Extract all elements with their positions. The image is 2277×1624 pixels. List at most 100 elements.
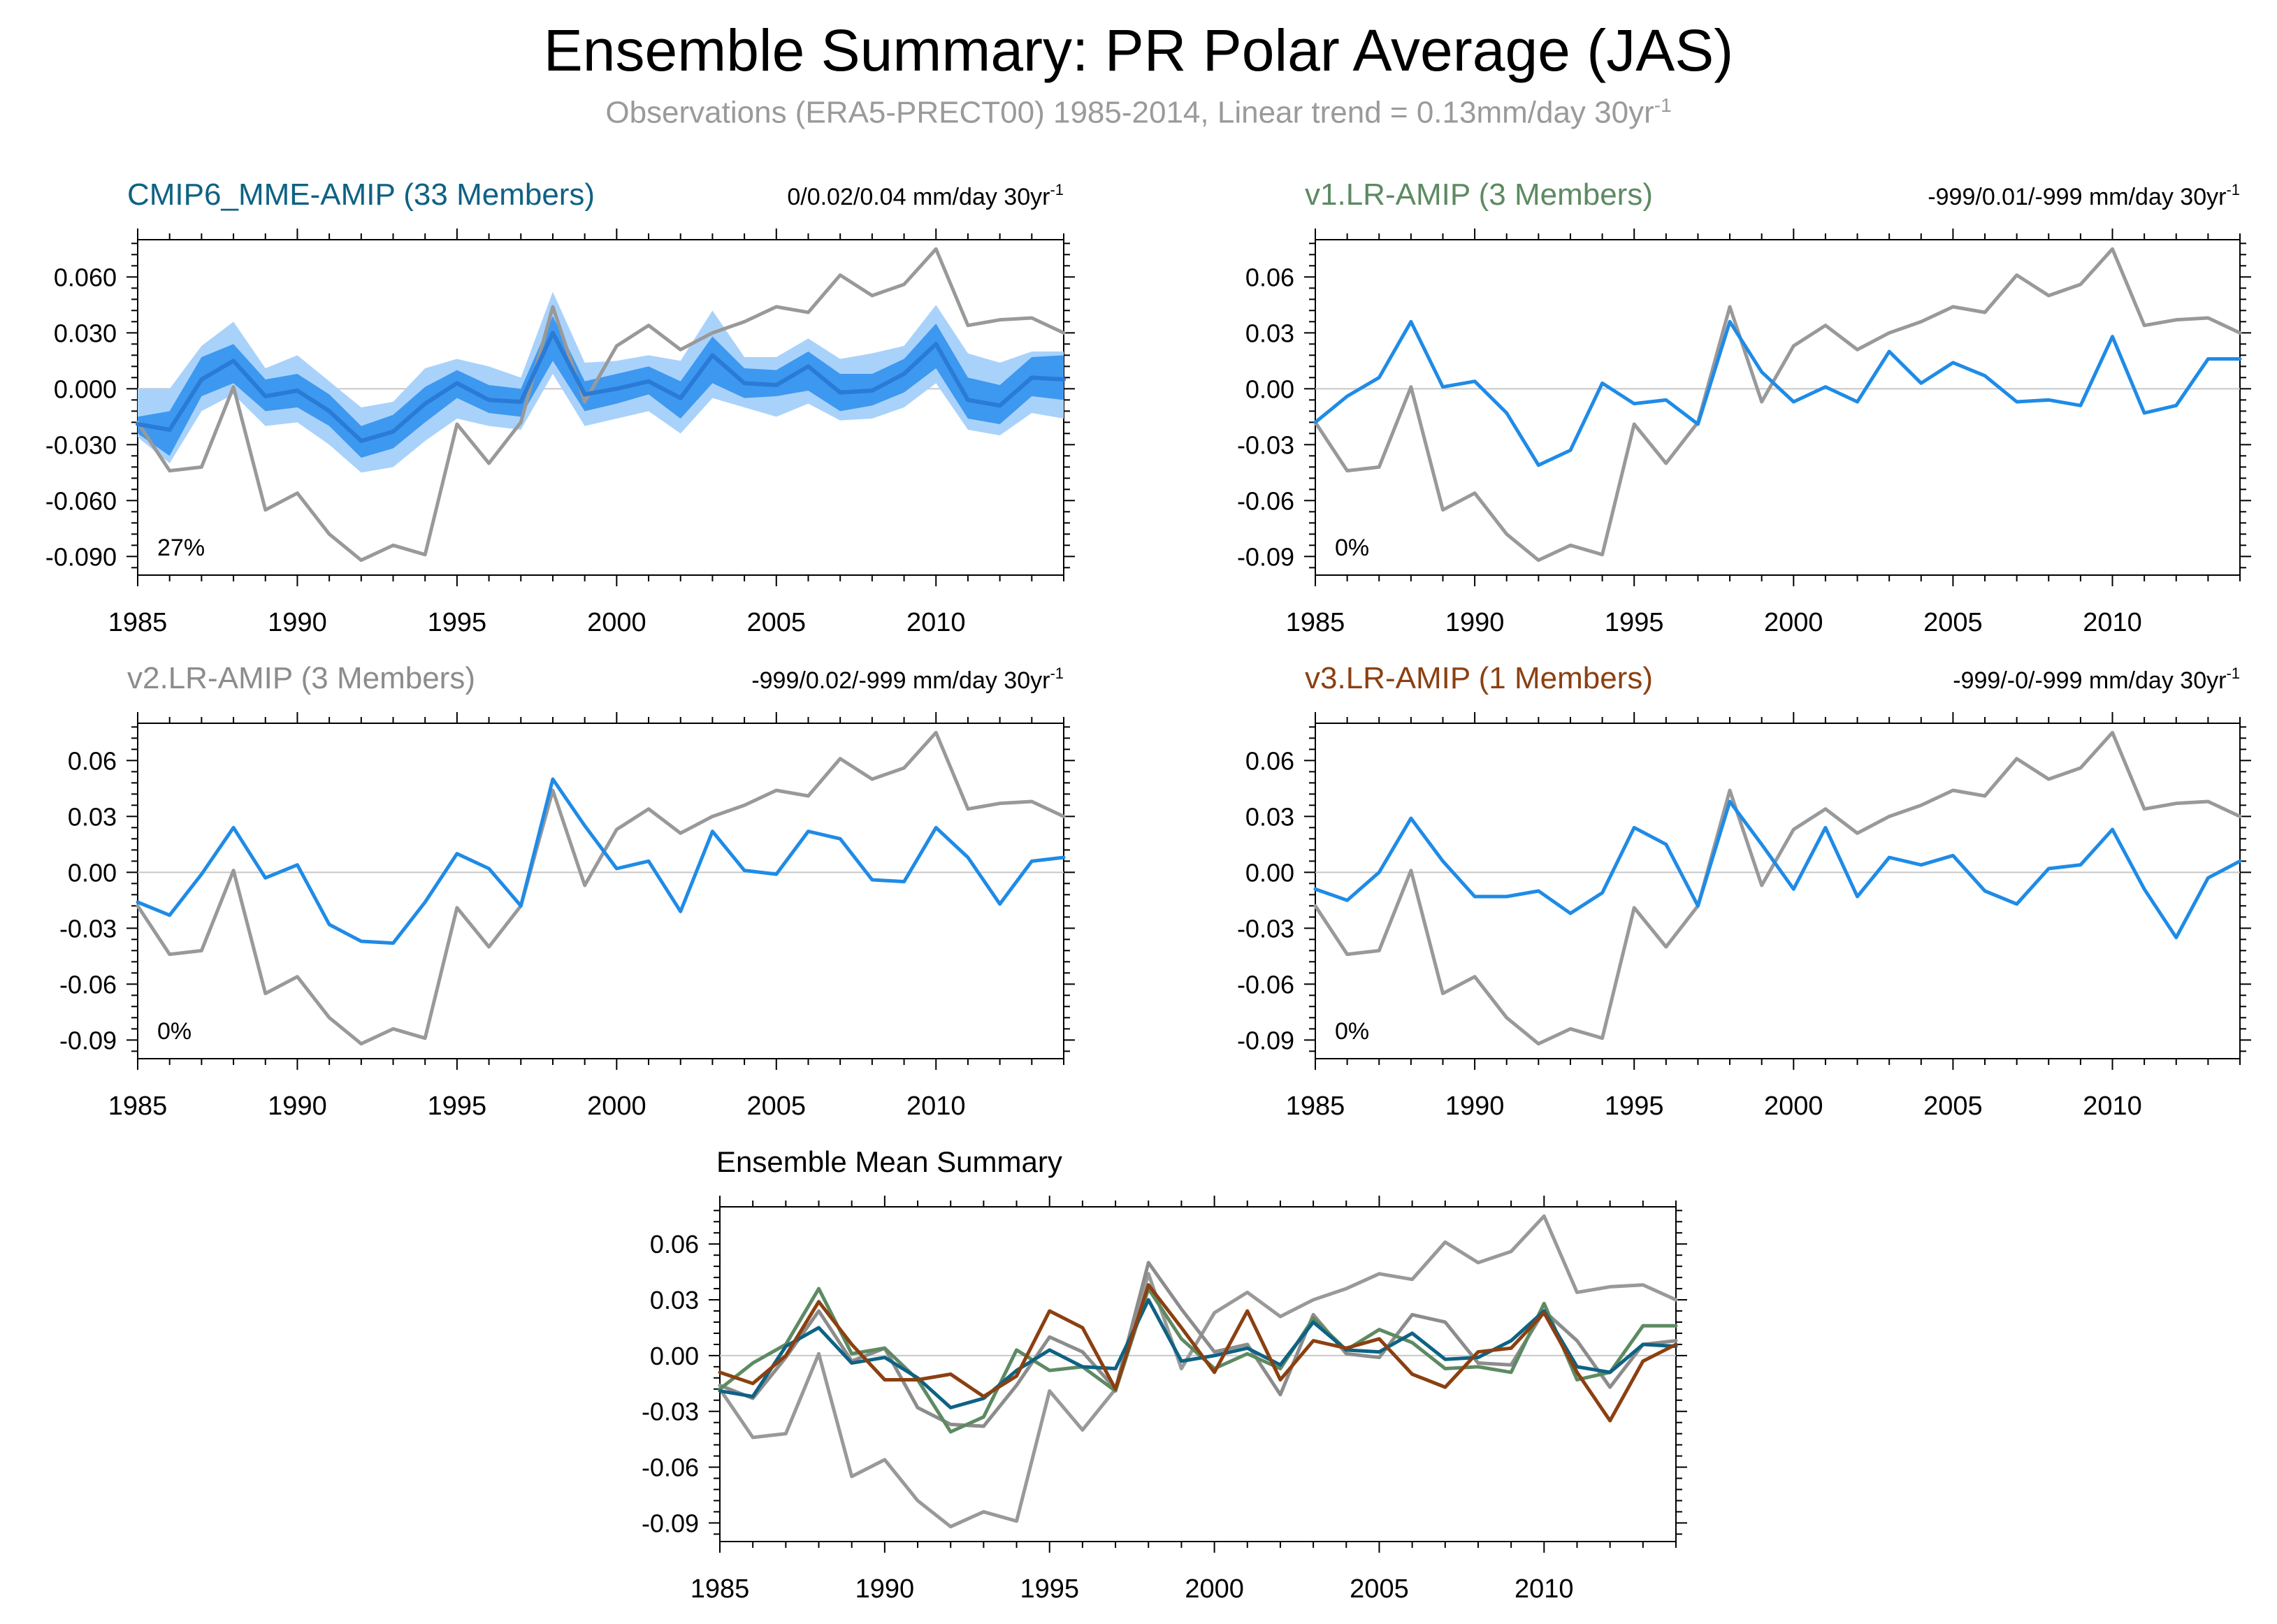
panel-title: v2.LR-AMIP (3 Members) (127, 661, 475, 695)
series-line-cmip6 (718, 1298, 1678, 1409)
x-tick-label: 1990 (1445, 1092, 1505, 1121)
series-line-v1 (718, 1286, 1678, 1434)
y-tick-label: -0.06 (59, 970, 117, 999)
panel-title: v1.LR-AMIP (3 Members) (1305, 177, 1653, 212)
trend-label: -999/0.01/-999 mm/day 30yr-1 (1928, 181, 2240, 210)
y-tick-label: -0.09 (1237, 1026, 1294, 1054)
x-tick-label: 2010 (1515, 1574, 1574, 1604)
x-tick-label: 1995 (428, 1092, 487, 1121)
y-tick-label: -0.03 (1237, 914, 1294, 943)
x-tick-label: 1995 (428, 608, 487, 637)
panel-title: CMIP6_MME-AMIP (33 Members) (127, 177, 595, 212)
y-tick-label: 0.06 (68, 746, 117, 775)
y-tick-label: 0.060 (54, 263, 117, 291)
observations-line (136, 730, 1066, 1046)
series-line-obs (718, 1214, 1678, 1529)
y-tick-label: -0.06 (1237, 970, 1294, 999)
x-tick-label: 1990 (1445, 608, 1505, 637)
observations-line (1313, 730, 2242, 1046)
trend-label-superscript: -1 (1050, 665, 1064, 682)
plot-frame (1315, 239, 2241, 576)
y-tick-label: -0.090 (45, 542, 117, 571)
y-tick-label: 0.03 (1245, 319, 1294, 347)
y-tick-label: -0.03 (642, 1398, 699, 1426)
series-line-v3 (718, 1283, 1678, 1423)
x-tick-label: 1985 (691, 1574, 750, 1604)
ensemble-mean-line (136, 331, 1066, 443)
y-tick-label: 0.03 (650, 1286, 699, 1314)
y-tick-label: -0.06 (642, 1453, 699, 1482)
trend-label: -999/-0/-999 mm/day 30yr-1 (1953, 665, 2240, 694)
panel-v3: 1985 1990 1995 2000 2005 2010 0.06 0.03 0.00 -0.0… (1237, 661, 2251, 1121)
x-tick-label: 2005 (1350, 1574, 1409, 1604)
figure-subtitle: Observations (ERA5-PRECT00) 1985-2014, L… (0, 94, 2277, 131)
x-tick-label: 2005 (747, 1092, 807, 1121)
panel-title: v3.LR-AMIP (1 Members) (1305, 661, 1653, 695)
y-tick-label: -0.09 (1237, 542, 1294, 571)
x-tick-label: 1985 (1286, 608, 1345, 637)
trend-label-text: -999/0.01/-999 mm/day 30yr (1928, 184, 2226, 210)
x-tick-label: 2005 (1923, 1092, 1983, 1121)
y-tick-label: 0.000 (54, 375, 117, 403)
x-tick-label: 2010 (2083, 1092, 2142, 1121)
model-line (136, 777, 1066, 945)
y-tick-label: 0.00 (650, 1342, 699, 1370)
y-tick-label: 0.00 (68, 858, 117, 887)
percent-label: 0% (1335, 535, 1369, 561)
x-tick-label: 2000 (587, 608, 646, 637)
panel-v1: 1985 1990 1995 2000 2005 2010 0.06 0.03 0.00 -0.0… (1237, 177, 2251, 637)
plot-frame (1315, 723, 2241, 1059)
y-tick-label: -0.09 (59, 1026, 117, 1054)
x-tick-label: 1985 (1286, 1092, 1345, 1121)
model-line (1313, 319, 2242, 467)
x-tick-label: 1985 (108, 608, 168, 637)
figure-title: Ensemble Summary: PR Polar Average (JAS) (543, 17, 1734, 83)
x-tick-label: 2005 (747, 608, 807, 637)
x-tick-label: 2000 (1185, 1574, 1244, 1604)
x-tick-label: 1990 (855, 1574, 915, 1604)
plot-frame (137, 723, 1064, 1059)
plot-frame (719, 1206, 1677, 1542)
percent-label: 0% (157, 1018, 191, 1045)
ensemble-iqr-band (138, 316, 1064, 458)
y-tick-label: -0.06 (1237, 486, 1294, 515)
y-tick-label: 0.030 (54, 319, 117, 347)
x-tick-label: 2010 (906, 608, 966, 637)
observations-line (1313, 247, 2242, 563)
y-tick-label: 0.00 (1245, 375, 1294, 403)
panel-title: Ensemble Mean Summary (716, 1145, 1062, 1178)
trend-label: -999/0.02/-999 mm/day 30yr-1 (751, 665, 1064, 694)
trend-label-text: 0/0.02/0.04 mm/day 30yr (787, 184, 1050, 210)
y-tick-label: -0.060 (45, 486, 117, 515)
model-line (1313, 799, 2242, 940)
y-tick-label: 0.06 (1245, 746, 1294, 775)
y-tick-label: 0.00 (1245, 858, 1294, 887)
trend-label-superscript: -1 (2226, 181, 2240, 198)
observations-line (136, 247, 1066, 563)
subtitle-superscript: -1 (1654, 94, 1672, 116)
panel-summary: 1985 1990 1995 2000 2005 2010 0.06 0.03 0.00 -0.0… (642, 1145, 1687, 1604)
trend-label-superscript: -1 (1050, 181, 1064, 198)
x-tick-label: 2010 (2083, 608, 2142, 637)
percent-label: 0% (1335, 1018, 1369, 1045)
x-tick-label: 1995 (1605, 608, 1664, 637)
trend-label-superscript: -1 (2226, 665, 2240, 682)
trend-label-text: -999/0.02/-999 mm/day 30yr (751, 667, 1050, 694)
y-tick-label: -0.03 (1237, 430, 1294, 459)
y-tick-label: 0.03 (1245, 802, 1294, 831)
x-tick-label: 1985 (108, 1092, 168, 1121)
y-tick-label: -0.09 (642, 1509, 699, 1537)
percent-label: 27% (157, 535, 205, 561)
x-tick-label: 1995 (1020, 1574, 1079, 1604)
x-tick-label: 2010 (906, 1092, 966, 1121)
trend-label-text: -999/-0/-999 mm/day 30yr (1953, 667, 2226, 694)
subtitle-text: Observations (ERA5-PRECT00) 1985-2014, L… (605, 95, 1654, 130)
y-tick-label: -0.030 (45, 430, 117, 459)
series-line-v2 (718, 1261, 1678, 1428)
x-tick-label: 2000 (587, 1092, 646, 1121)
y-tick-label: -0.03 (59, 914, 117, 943)
y-tick-label: 0.06 (1245, 263, 1294, 291)
panel-cmip6: 1985 1990 1995 2000 2005 2010 0.060 0.030 0.000 -… (45, 177, 1075, 637)
trend-label: 0/0.02/0.04 mm/day 30yr-1 (787, 181, 1064, 210)
